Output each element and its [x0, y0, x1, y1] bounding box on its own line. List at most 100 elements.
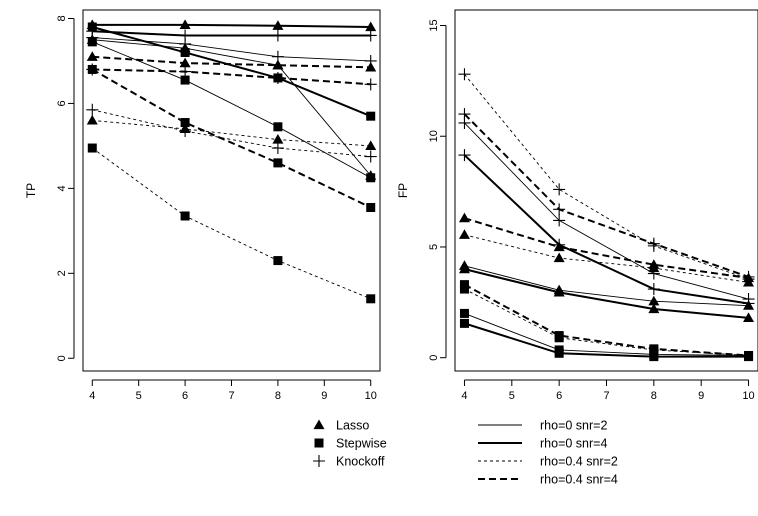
x-tick-label: 4: [89, 390, 95, 402]
data-point: [86, 103, 99, 116]
series-line: [92, 41, 371, 179]
data-point: [180, 118, 190, 128]
series-line: [92, 37, 371, 62]
series-knockoff-rho-0-snr-4: [86, 25, 377, 42]
data-point: [179, 125, 192, 138]
x-tick-label: 9: [698, 390, 704, 402]
data-point: [365, 21, 377, 32]
data-point: [648, 303, 660, 314]
series-line: [464, 217, 749, 279]
data-point: [459, 308, 469, 318]
data-point: [273, 256, 283, 266]
y-tick-label: 0: [56, 355, 68, 361]
data-point: [553, 252, 565, 263]
legend-marker-stepwise: [314, 438, 324, 448]
x-tick-label: 8: [651, 390, 657, 402]
data-point: [364, 29, 377, 42]
series-line: [464, 73, 749, 280]
data-point: [179, 19, 191, 29]
data-point: [649, 344, 659, 354]
series-line: [463, 154, 749, 305]
data-point: [366, 173, 376, 183]
data-point: [458, 212, 470, 223]
y-axis-label: FP: [396, 183, 410, 198]
series-line: [92, 39, 372, 176]
series-line: [92, 109, 371, 157]
y-axis-label: TP: [24, 183, 38, 198]
data-point: [458, 229, 470, 239]
data-point: [86, 51, 98, 61]
data-point: [86, 114, 98, 125]
data-point: [553, 183, 566, 196]
data-point: [86, 63, 99, 76]
data-point: [273, 158, 283, 168]
legend-label-setting: rho=0 snr=4: [540, 437, 607, 451]
legend-settings: rho=0 snr=2 rho=0 snr=4 rho=0.4 snr=2 rho=0…: [478, 419, 618, 487]
data-point: [742, 297, 755, 310]
data-point: [647, 267, 660, 280]
data-point: [364, 150, 377, 163]
data-point: [744, 350, 754, 360]
data-point: [180, 75, 190, 85]
data-point: [180, 47, 190, 57]
data-point: [554, 331, 564, 341]
data-point: [364, 78, 377, 91]
series-lasso-rho-0-snr-2: [86, 34, 377, 180]
plot-frame: [82, 9, 381, 372]
series-line: [92, 119, 371, 147]
series-line: [92, 23, 371, 28]
series-stepwise-rho-0-snr-4: [87, 22, 376, 121]
series-line: [464, 288, 749, 356]
series-line: [92, 147, 371, 300]
series-stepwise-rho-0-4-snr-4: [87, 64, 376, 212]
data-point: [647, 237, 660, 250]
series-lasso-rho-0-snr-4: [458, 263, 755, 322]
data-point: [273, 122, 283, 132]
y-tick-label: 15: [428, 19, 440, 31]
y-tick-label: 8: [56, 15, 68, 21]
data-point: [458, 68, 471, 81]
series-knockoff-rho-0-4-snr-4: [458, 108, 755, 283]
legend-label-setting: rho=0 snr=2: [540, 419, 607, 433]
x-tick-label: 8: [275, 390, 281, 402]
x-tick-label: 6: [182, 390, 188, 402]
data-point: [458, 263, 470, 274]
series-knockoff-rho-0-snr-4: [458, 149, 755, 310]
series-knockoff-rho-0-4-snr-2: [458, 68, 755, 286]
data-point: [459, 318, 469, 328]
data-point: [179, 29, 192, 42]
series-line: [464, 312, 749, 356]
data-point: [272, 20, 284, 30]
series-line: [92, 55, 371, 69]
series-line: [464, 122, 749, 300]
data-point: [271, 50, 284, 63]
y-tick-label: 4: [56, 185, 68, 191]
x-tick-label: 10: [742, 390, 754, 402]
data-point: [366, 111, 376, 121]
series-line: [91, 68, 372, 209]
legend-marker-lasso: [313, 419, 325, 430]
y-tick-label: 2: [56, 270, 68, 276]
series-lasso-rho-0-4-snr-4: [458, 212, 755, 283]
x-tick-label: 5: [136, 390, 142, 402]
data-point: [459, 280, 469, 290]
data-point: [179, 57, 191, 68]
series-knockoff-rho-0-snr-2: [458, 116, 755, 306]
series-line: [464, 322, 749, 358]
data-point: [742, 270, 755, 283]
data-point: [647, 283, 660, 296]
legend-marker-knockoff: [313, 455, 325, 467]
y-tick-label: 0: [428, 355, 440, 361]
data-point: [365, 140, 377, 151]
x-tick-label: 7: [603, 390, 609, 402]
legend-methods: Lasso Stepwise Knockoff: [313, 419, 387, 469]
series-line: [463, 283, 749, 357]
legend-label-setting: rho=0.4 snr=2: [540, 455, 618, 469]
data-point: [553, 214, 566, 227]
series-knockoff-rho-0-4-snr-4: [86, 63, 377, 91]
x-tick-label: 9: [321, 390, 327, 402]
y-tick-label: 5: [428, 244, 440, 250]
y-tick-label: 10: [428, 130, 440, 142]
series-line: [464, 265, 749, 307]
